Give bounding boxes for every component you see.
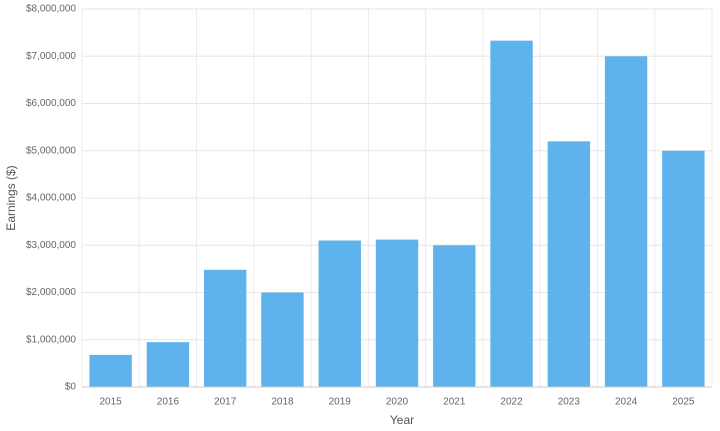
x-tick-label: 2018 — [271, 397, 294, 408]
bar — [604, 56, 648, 387]
y-tick-label: $7,000,000 — [26, 51, 76, 62]
y-tick-label: $2,000,000 — [26, 287, 76, 298]
y-tick-label: $1,000,000 — [26, 334, 76, 345]
y-tick-label: $3,000,000 — [26, 240, 76, 251]
x-axis-title: Year — [390, 413, 414, 427]
bar — [662, 150, 705, 387]
bar — [146, 342, 190, 387]
x-tick-label: 2015 — [100, 397, 123, 408]
x-tick-label: 2016 — [157, 397, 180, 408]
x-tick-label: 2024 — [615, 397, 638, 408]
x-tick-label: 2020 — [386, 397, 409, 408]
bar — [318, 240, 361, 387]
x-tick-label: 2021 — [443, 397, 466, 408]
x-tick-label: 2017 — [214, 397, 237, 408]
bar — [375, 239, 419, 387]
y-tick-label: $6,000,000 — [26, 98, 76, 109]
y-tick-label: $8,000,000 — [26, 4, 76, 15]
bar — [490, 40, 533, 387]
bar — [203, 269, 247, 387]
bar — [89, 354, 132, 387]
y-tick-label: $4,000,000 — [26, 193, 76, 204]
y-tick-label: $0 — [65, 382, 77, 393]
y-axis-title: Earnings ($) — [4, 165, 18, 230]
x-tick-label: 2022 — [500, 397, 523, 408]
bar — [547, 141, 591, 387]
x-tick-label: 2019 — [329, 397, 352, 408]
x-tick-label: 2023 — [558, 397, 581, 408]
x-tick-label: 2025 — [672, 397, 695, 408]
bar — [433, 245, 476, 387]
bar — [261, 292, 304, 387]
y-tick-label: $5,000,000 — [26, 145, 76, 156]
